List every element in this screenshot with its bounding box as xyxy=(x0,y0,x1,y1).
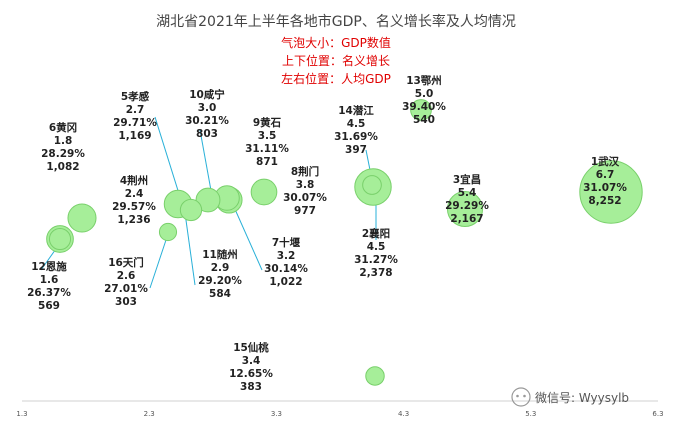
bubble xyxy=(446,190,484,228)
x-tick-label: 5.3 xyxy=(525,410,536,418)
point-growth-label: 30.07% xyxy=(283,192,327,204)
point-per-capita-label: 2.9 xyxy=(211,262,230,274)
point-per-capita-label: 3.8 xyxy=(296,179,315,191)
bubble xyxy=(158,222,178,242)
label-layer: 1武汉6.731.07%8,2522襄阳4.531.27%2,3783宜昌5.4… xyxy=(27,75,627,393)
x-tick-label: 2.3 xyxy=(144,410,155,418)
point-gdp-label: 584 xyxy=(209,288,231,300)
point-name-label: 15仙桃 xyxy=(233,341,269,354)
point-gdp-label: 383 xyxy=(240,381,262,393)
point-name-label: 5孝感 xyxy=(121,90,150,103)
point-growth-label: 39.40% xyxy=(402,101,446,113)
point-growth-label: 29.20% xyxy=(198,275,242,287)
point-per-capita-label: 4.5 xyxy=(347,118,366,130)
bubble xyxy=(179,198,203,222)
point-gdp-label: 303 xyxy=(115,296,137,308)
bubble xyxy=(362,175,382,195)
chart-title: 湖北省2021年上半年各地市GDP、名义增长率及人均情况 xyxy=(156,13,516,30)
legend-note-vertical: 上下位置：名义增长 xyxy=(282,53,390,68)
point-growth-label: 28.29% xyxy=(41,148,85,160)
point-growth-label: 27.01% xyxy=(104,283,148,295)
point-name-label: 14潜江 xyxy=(338,104,374,117)
x-tick-label: 4.3 xyxy=(398,410,409,418)
bubble xyxy=(579,160,643,224)
point-gdp-label: 8,252 xyxy=(588,195,621,207)
bubble xyxy=(410,99,432,121)
point-gdp-label: 397 xyxy=(345,144,367,156)
point-gdp-label: 1,082 xyxy=(46,161,79,173)
point-gdp-label: 871 xyxy=(256,156,278,168)
point-name-label: 8荆门 xyxy=(291,165,319,178)
x-tick-label: 1.3 xyxy=(16,410,27,418)
point-name-label: 10咸宁 xyxy=(189,88,225,101)
bubble xyxy=(365,366,385,386)
leader-line xyxy=(199,129,213,197)
point-growth-label: 31.69% xyxy=(334,131,378,143)
point-per-capita-label: 5.4 xyxy=(458,187,477,199)
point-name-label: 6黄冈 xyxy=(49,121,77,134)
point-name-label: 2襄阳 xyxy=(362,227,390,240)
legend-note-horizontal: 左右位置：人均GDP xyxy=(281,71,391,86)
point-per-capita-label: 1.8 xyxy=(54,135,73,147)
point-per-capita-label: 1.6 xyxy=(40,274,59,286)
point-name-label: 11随州 xyxy=(202,248,238,261)
point-per-capita-label: 3.2 xyxy=(277,250,296,262)
point-growth-label: 12.65% xyxy=(229,368,273,380)
point-gdp-label: 2,167 xyxy=(450,213,483,225)
point-per-capita-label: 2.6 xyxy=(117,270,136,282)
point-gdp-label: 1,022 xyxy=(269,276,302,288)
point-growth-label: 31.27% xyxy=(354,254,398,266)
x-tick-label: 6.3 xyxy=(652,410,663,418)
point-growth-label: 30.21% xyxy=(185,115,229,127)
point-gdp-label: 1,169 xyxy=(118,130,151,142)
point-per-capita-label: 2.4 xyxy=(125,188,144,200)
point-gdp-label: 569 xyxy=(38,300,60,312)
bubble xyxy=(250,178,278,206)
wechat-icon-eye-right xyxy=(523,394,526,398)
point-name-label: 4荆州 xyxy=(120,174,148,187)
point-per-capita-label: 2.7 xyxy=(126,104,145,116)
point-per-capita-label: 6.7 xyxy=(596,169,615,181)
point-growth-label: 31.11% xyxy=(245,143,289,155)
point-per-capita-label: 3.5 xyxy=(258,130,277,142)
point-growth-label: 31.07% xyxy=(583,182,627,194)
point-gdp-label: 977 xyxy=(294,205,316,217)
point-growth-label: 29.71% xyxy=(113,117,157,129)
point-gdp-label: 540 xyxy=(413,114,435,126)
point-gdp-label: 1,236 xyxy=(117,214,150,226)
point-name-label: 16天门 xyxy=(108,256,144,269)
point-growth-label: 29.57% xyxy=(112,201,156,213)
point-per-capita-label: 5.0 xyxy=(415,88,434,100)
bubble xyxy=(48,227,72,251)
leader-line xyxy=(233,206,263,271)
point-gdp-label: 2,378 xyxy=(359,267,392,279)
x-axis-ticks: 1.3 2.3 3.3 4.3 5.3 6.3 xyxy=(16,410,663,418)
x-tick-label: 3.3 xyxy=(271,410,282,418)
leader-line xyxy=(154,116,181,198)
point-gdp-label: 803 xyxy=(196,128,218,140)
point-growth-label: 30.14% xyxy=(264,263,308,275)
point-growth-label: 29.29% xyxy=(445,200,489,212)
watermark: 微信号: Wyysylb xyxy=(511,387,629,407)
point-per-capita-label: 4.5 xyxy=(367,241,386,253)
point-name-label: 12恩施 xyxy=(31,260,67,273)
point-per-capita-label: 3.0 xyxy=(198,102,217,114)
bubble xyxy=(195,187,221,213)
watermark-text: 微信号: Wyysylb xyxy=(535,391,629,405)
point-name-label: 13鄂州 xyxy=(406,75,442,87)
wechat-icon xyxy=(511,387,531,407)
bubble-layer xyxy=(46,99,643,386)
point-name-label: 1武汉 xyxy=(591,155,620,168)
legend-note-bubble-size: 气泡大小：GDP数值 xyxy=(281,35,391,50)
leader-line xyxy=(149,233,169,289)
point-name-label: 3宜昌 xyxy=(453,173,481,186)
point-name-label: 9黄石 xyxy=(253,116,282,129)
leader-line xyxy=(184,212,196,286)
point-growth-label: 26.37% xyxy=(27,287,71,299)
wechat-icon-eye-left xyxy=(516,394,519,398)
bubble xyxy=(67,203,97,233)
point-name-label: 7十堰 xyxy=(272,236,301,249)
point-per-capita-label: 3.4 xyxy=(242,355,261,367)
